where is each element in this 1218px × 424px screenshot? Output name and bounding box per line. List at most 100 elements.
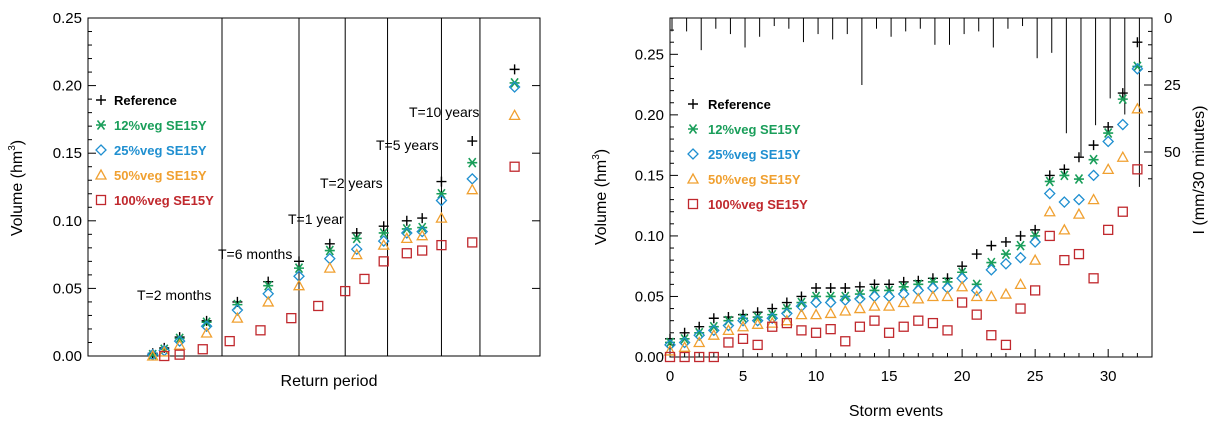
right-point-square <box>752 339 763 351</box>
legend-marker-asterisk <box>688 124 698 134</box>
right-point-square <box>913 315 924 326</box>
right-y-tick-label: 0.00 <box>635 349 664 366</box>
right-point-asterisk <box>767 309 778 320</box>
legend-marker-square <box>95 194 107 206</box>
right-x-tick-label: 30 <box>1100 368 1117 385</box>
right-point-triangle <box>985 290 998 302</box>
left-point-triangle <box>435 211 448 223</box>
right-y-tick-label: 0.20 <box>635 107 664 124</box>
right-point-diamond <box>795 300 808 313</box>
right-point-triangle <box>912 292 925 304</box>
right-point-triangle <box>707 328 720 340</box>
right-point-square <box>810 327 822 338</box>
left-point-triangle <box>416 229 429 241</box>
left-y-tick-label: 0.00 <box>53 348 82 365</box>
right-point-square <box>737 333 749 344</box>
left-point-plus <box>509 64 520 75</box>
right-point-diamond <box>970 284 983 297</box>
left-point-triangle <box>292 279 306 291</box>
legend-label: 50%veg SE15Y <box>114 168 207 183</box>
return-period-label: T=6 months <box>218 246 292 262</box>
right-point-triangle <box>824 307 837 319</box>
right-point-square <box>942 325 953 336</box>
right-point-triangle <box>795 308 808 320</box>
right-point-diamond <box>1131 62 1144 75</box>
left-point-diamond <box>262 287 275 300</box>
right-point-triangle <box>751 317 764 329</box>
left-point-square <box>436 239 447 251</box>
right-point-square <box>898 321 909 332</box>
right-point-square <box>1015 303 1026 314</box>
left-point-asterisk <box>401 223 412 234</box>
right-point-square <box>1132 164 1143 175</box>
right-point-triangle <box>1043 205 1056 217</box>
right-point-plus <box>840 282 851 293</box>
right-point-square <box>1088 273 1099 284</box>
right-point-square <box>869 315 880 326</box>
left-point-square <box>417 245 428 256</box>
right-point-asterisk <box>796 297 807 308</box>
left-point-asterisk <box>509 77 520 88</box>
right-point-diamond <box>926 282 939 294</box>
left-y-tick-label: 0.20 <box>53 78 82 95</box>
left-point-square <box>340 285 351 297</box>
left-point-asterisk <box>294 263 304 274</box>
right-y-tick-label: 0.10 <box>635 228 664 245</box>
right-point-plus <box>1044 170 1055 181</box>
right-point-plus <box>1059 164 1070 175</box>
right-x-tick-label: 10 <box>808 368 825 385</box>
left-point-plus <box>351 227 362 238</box>
right-point-triangle <box>999 287 1013 299</box>
left-legend: Reference 12%veg SE15Y 25%veg SE15Y 50%veg … <box>94 93 214 208</box>
right-point-diamond <box>1058 196 1071 208</box>
right-y2-tick-label: 50 <box>1164 144 1181 161</box>
right-point-diamond <box>1102 135 1115 148</box>
left-plot-frame <box>87 17 541 357</box>
left-point-square <box>224 335 235 347</box>
left-point-plus <box>401 215 412 226</box>
right-point-square <box>1059 254 1070 266</box>
right-point-diamond <box>956 272 969 285</box>
left-point-plus <box>294 256 304 267</box>
right-point-diamond <box>751 314 764 327</box>
right-point-triangle <box>809 308 823 320</box>
left-point-asterisk <box>174 333 185 344</box>
left-y-axis-title: Volume (hm3) <box>7 140 26 236</box>
right-x-tick-label: 15 <box>881 368 898 385</box>
right-point-triangle <box>882 299 896 311</box>
right-point-triangle <box>1102 163 1115 174</box>
legend-marker-diamond <box>687 148 699 160</box>
right-point-square <box>664 351 676 363</box>
left-point-asterisk <box>467 157 478 168</box>
right-point-plus <box>767 303 778 314</box>
right-point-asterisk <box>1059 170 1070 181</box>
right-point-plus <box>796 291 807 302</box>
right-point-plus <box>957 261 968 272</box>
right-point-diamond <box>664 338 676 351</box>
right-point-diamond <box>1073 193 1085 206</box>
right-point-square <box>927 317 939 329</box>
right-point-asterisk <box>1044 176 1055 187</box>
right-y-tick-label: 0.25 <box>635 46 664 63</box>
right-point-diamond <box>1087 169 1100 182</box>
right-point-diamond <box>810 296 822 309</box>
left-point-triangle <box>231 311 244 323</box>
right-point-triangle <box>1087 193 1100 205</box>
left-point-plus <box>436 176 447 187</box>
right-point-diamond <box>1029 236 1042 248</box>
right-point-square <box>883 327 895 338</box>
left-y-tick-label: 0.05 <box>53 280 82 297</box>
right-x-tick-label: 5 <box>739 368 747 385</box>
right-point-triangle <box>1131 102 1144 114</box>
right-point-triangle <box>1014 278 1027 290</box>
right-point-asterisk <box>986 257 997 268</box>
return-period-label: T=2 years <box>320 175 383 191</box>
right-point-plus <box>986 240 997 251</box>
left-point-triangle <box>146 349 159 361</box>
right-point-plus <box>1000 236 1011 247</box>
right-y2-tick-label: 25 <box>1164 77 1181 94</box>
right-point-diamond <box>678 336 691 349</box>
left-point-diamond <box>416 225 429 238</box>
right-point-square <box>708 351 719 363</box>
legend-label: 12%veg SE15Y <box>114 118 207 133</box>
